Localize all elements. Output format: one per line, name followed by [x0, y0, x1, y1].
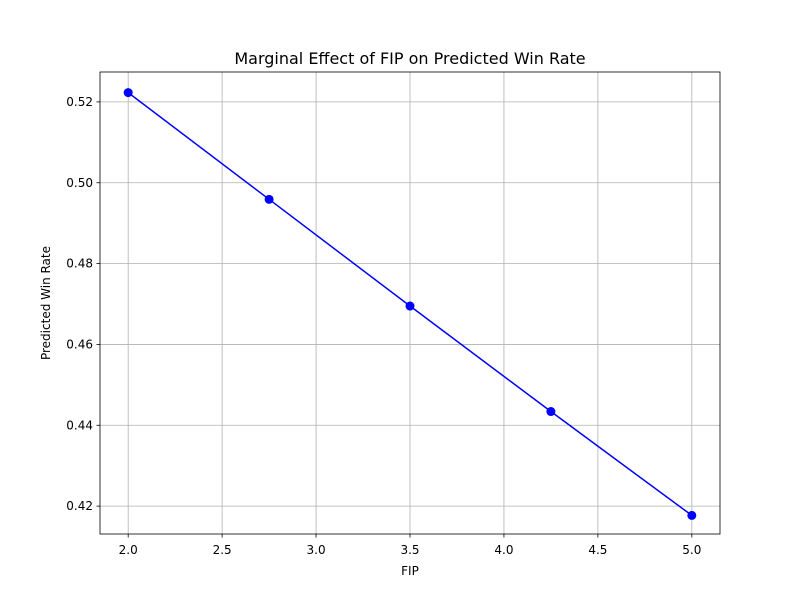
- x-tick-label: 5.0: [682, 543, 701, 557]
- data-point: [264, 194, 274, 204]
- data-point: [123, 88, 133, 98]
- y-tick-label: 0.46: [66, 337, 93, 351]
- y-tick-label: 0.52: [66, 95, 93, 109]
- y-axis-ticks: 0.42 0.44 0.46 0.48 0.50 0.52: [66, 95, 100, 513]
- x-tick-label: 4.0: [494, 543, 513, 557]
- x-tick-label: 2.0: [119, 543, 138, 557]
- x-tick-label: 3.5: [400, 543, 419, 557]
- series-layer: [123, 88, 697, 520]
- x-tick-label: 2.5: [213, 543, 232, 557]
- data-point: [687, 510, 697, 520]
- y-axis-label: Predicted Win Rate: [39, 246, 53, 360]
- x-tick-label: 3.0: [307, 543, 326, 557]
- y-tick-label: 0.48: [66, 257, 93, 271]
- x-axis-label: FIP: [401, 564, 419, 578]
- chart-title: Marginal Effect of FIP on Predicted Win …: [234, 49, 585, 68]
- data-point: [405, 301, 415, 311]
- x-tick-label: 4.5: [588, 543, 607, 557]
- x-axis-ticks: 2.0 2.5 3.0 3.5 4.0 4.5 5.0: [119, 534, 701, 557]
- y-tick-label: 0.50: [66, 176, 93, 190]
- grid-lines: [100, 72, 720, 534]
- y-tick-label: 0.44: [66, 418, 93, 432]
- data-point: [546, 407, 556, 417]
- y-tick-label: 0.42: [66, 499, 93, 513]
